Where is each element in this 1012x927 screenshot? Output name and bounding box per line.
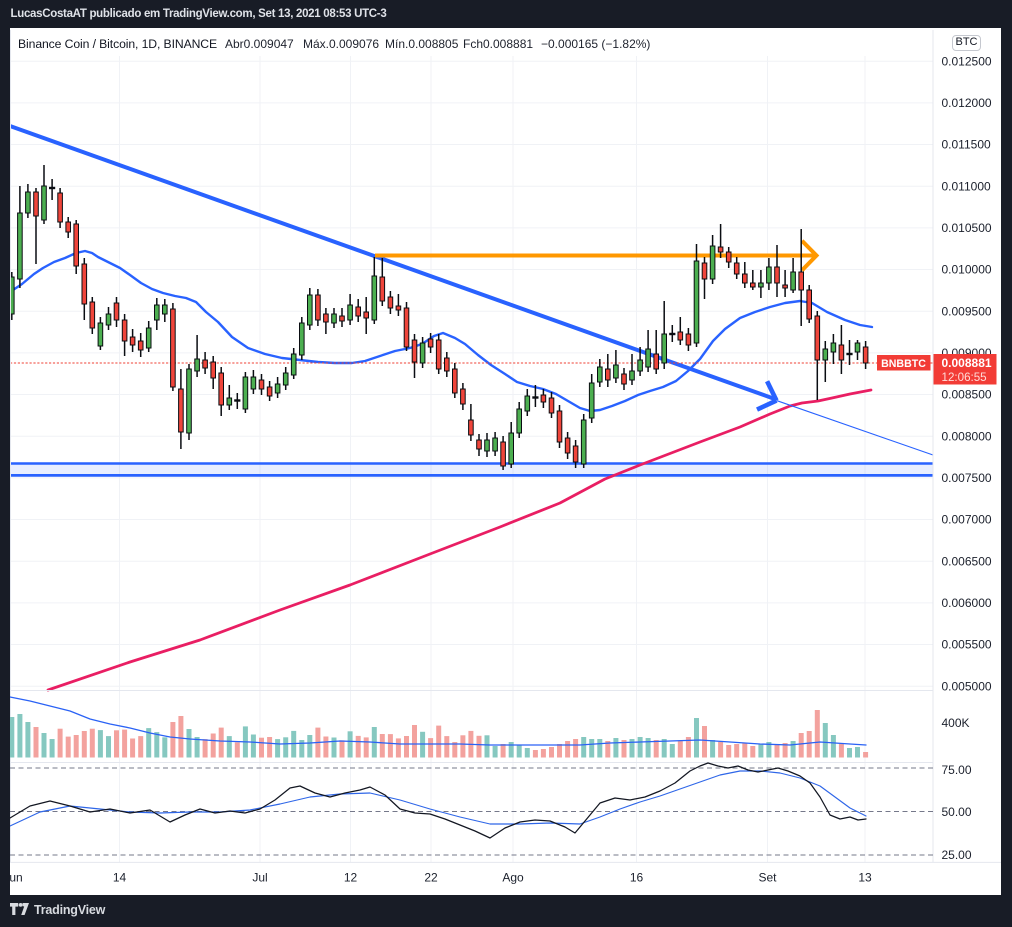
svg-text:13: 13 [858, 871, 872, 885]
svg-text:Ago: Ago [502, 871, 524, 885]
svg-text:0.010000: 0.010000 [942, 263, 992, 277]
svg-text:0.012000: 0.012000 [942, 96, 992, 110]
svg-text:0.011500: 0.011500 [942, 138, 991, 152]
svg-text:BNBBTC: BNBBTC [881, 358, 926, 370]
svg-text:0.006500: 0.006500 [942, 554, 992, 568]
svg-text:0.008000: 0.008000 [942, 429, 992, 443]
svg-text:0.006000: 0.006000 [942, 596, 992, 610]
svg-text:12: 12 [344, 871, 358, 885]
svg-text:14: 14 [113, 871, 127, 885]
svg-text:0.008500: 0.008500 [942, 388, 992, 402]
svg-text:0.007000: 0.007000 [942, 513, 992, 527]
svg-text:0.005000: 0.005000 [942, 679, 992, 693]
svg-text:Jul: Jul [252, 871, 267, 885]
svg-text:16: 16 [630, 871, 644, 885]
svg-text:50.00: 50.00 [942, 805, 972, 819]
svg-text:400K: 400K [942, 716, 970, 730]
svg-text:0.009500: 0.009500 [942, 304, 992, 318]
svg-text:0.012500: 0.012500 [942, 54, 992, 68]
svg-text:0.011000: 0.011000 [942, 179, 991, 193]
svg-text:25.00: 25.00 [942, 848, 972, 862]
svg-text:0.008881: 0.008881 [942, 356, 992, 370]
svg-text:0.007500: 0.007500 [942, 471, 992, 485]
svg-text:75.00: 75.00 [942, 763, 972, 777]
svg-text:12:06:55: 12:06:55 [942, 371, 987, 384]
svg-text:22: 22 [424, 871, 438, 885]
svg-text:0.010500: 0.010500 [942, 221, 992, 235]
svg-text:Set: Set [758, 871, 777, 885]
svg-text:0.005500: 0.005500 [942, 638, 992, 652]
